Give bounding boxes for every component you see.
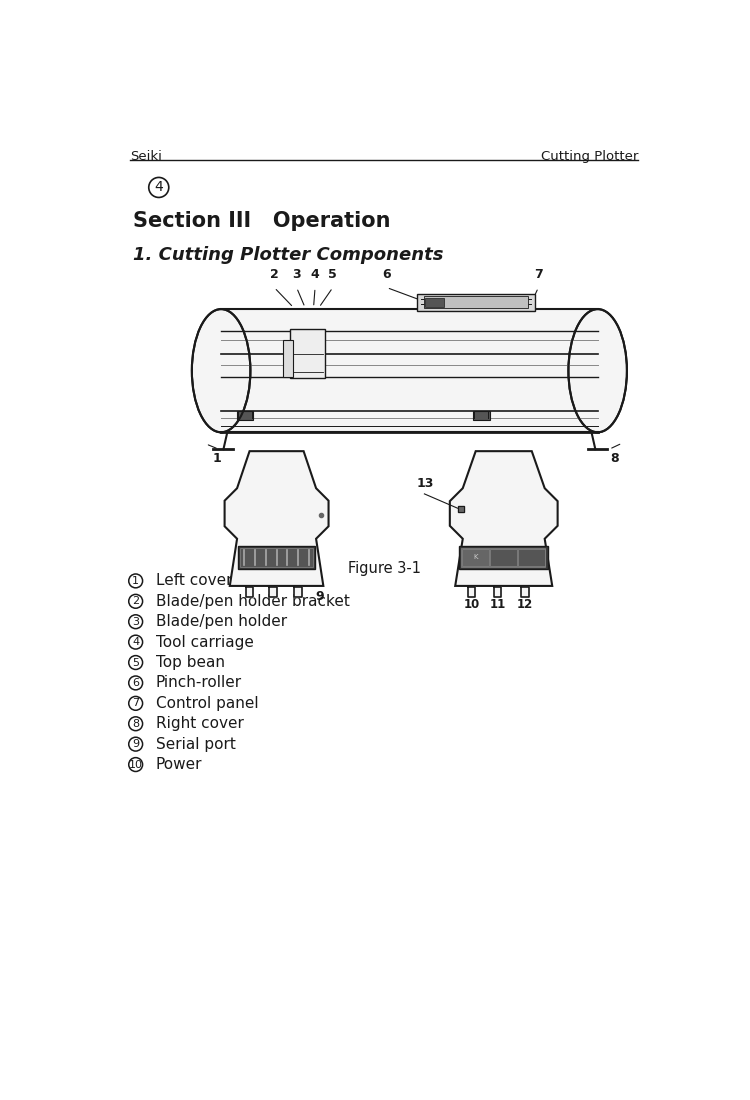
Bar [238,546,315,569]
Bar [459,546,548,569]
Polygon shape [450,451,557,586]
Text: Section III   Operation: Section III Operation [133,210,390,231]
Text: 7: 7 [132,698,140,708]
Bar [241,548,313,566]
Text: Pinch-roller: Pinch-roller [156,675,242,691]
Text: Left cover: Left cover [156,573,232,588]
Polygon shape [224,451,328,586]
Text: 1. Cutting Plotter Components: 1. Cutting Plotter Components [133,246,443,264]
Text: 9: 9 [132,739,140,749]
Bar [236,410,254,420]
Text: 1: 1 [132,576,140,586]
Text: 5: 5 [328,268,338,282]
Text: 3: 3 [292,268,301,282]
Bar [425,297,445,307]
Text: Control panel: Control panel [156,696,258,711]
Bar [518,549,544,565]
Text: 2: 2 [132,596,140,606]
Bar [424,296,528,308]
Bar [462,549,488,565]
Bar [290,329,325,378]
Text: 10: 10 [129,760,142,770]
Text: Power: Power [156,757,203,772]
Text: Top bean: Top bean [156,654,225,670]
Text: Tool carriage: Tool carriage [156,635,254,650]
Text: 5: 5 [132,658,140,668]
Text: Right cover: Right cover [156,716,244,732]
Bar [490,549,517,565]
Text: 4: 4 [310,268,320,282]
Text: Blade/pen holder: Blade/pen holder [156,614,286,629]
Text: Serial port: Serial port [156,737,236,751]
Text: 4: 4 [154,180,164,195]
Bar [221,309,598,432]
Bar [283,340,292,377]
Ellipse shape [568,309,627,432]
Text: Seiki: Seiki [130,150,162,163]
Text: 6: 6 [382,268,391,282]
Text: Figure 3-1: Figure 3-1 [348,561,421,576]
Text: 8: 8 [132,718,140,728]
Bar [473,410,490,420]
Text: 2: 2 [270,268,279,282]
Text: K: K [473,554,478,560]
Bar [461,548,545,566]
Text: 4: 4 [132,637,140,647]
Text: Cutting Plotter: Cutting Plotter [541,150,638,163]
Ellipse shape [192,309,250,432]
Text: 8: 8 [610,451,619,464]
Text: 12: 12 [518,598,533,612]
Text: Blade/pen holder bracket: Blade/pen holder bracket [156,594,350,608]
Text: 13: 13 [417,477,434,491]
Text: 7: 7 [534,268,543,282]
Text: 6: 6 [132,678,140,688]
Text: 9: 9 [315,590,324,603]
Text: 1: 1 [212,451,221,464]
Text: 10: 10 [464,598,479,612]
Text: 11: 11 [490,598,506,612]
Text: 3: 3 [132,617,140,627]
FancyBboxPatch shape [418,294,535,310]
